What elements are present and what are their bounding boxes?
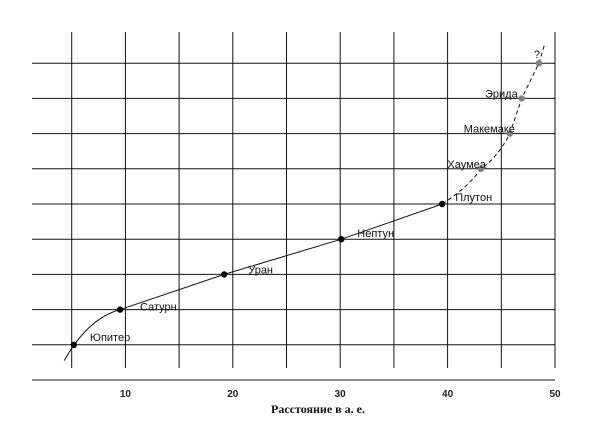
point (477, 165, 485, 172)
point-labels: Юпитер Сатурн Уран Нептун Плутон Хаумеа Макема… (90, 49, 540, 344)
x-tick-label: 40 (442, 389, 454, 400)
x-tick-label: 10 (120, 389, 132, 400)
point (518, 95, 525, 102)
x-tick-label: 20 (227, 389, 239, 400)
point-label: Уран (248, 264, 273, 276)
solid-curve (63, 203, 443, 361)
point (439, 200, 446, 208)
point-label: Хаумеа (447, 159, 486, 171)
x-tick-label: 30 (335, 389, 347, 400)
point-label: Макемаке (464, 124, 515, 136)
point (70, 341, 78, 348)
point-label: ? (534, 49, 540, 61)
point-label: Плутон (455, 192, 492, 204)
point (506, 130, 514, 137)
x-tick-label: 50 (549, 389, 561, 400)
point (116, 306, 124, 313)
x-axis-label: Расстояние в а. е. (271, 402, 365, 416)
point-label: Нептун (357, 228, 394, 240)
point-label: Сатурн (140, 302, 177, 314)
point (338, 236, 345, 243)
grid (32, 32, 556, 381)
x-tick-labels: 10 20 30 40 50 (120, 389, 561, 400)
point (221, 271, 228, 278)
point-label: Юпитер (90, 332, 130, 344)
point (535, 60, 543, 67)
data-points (70, 60, 543, 348)
point-label: Эрида (485, 88, 519, 100)
